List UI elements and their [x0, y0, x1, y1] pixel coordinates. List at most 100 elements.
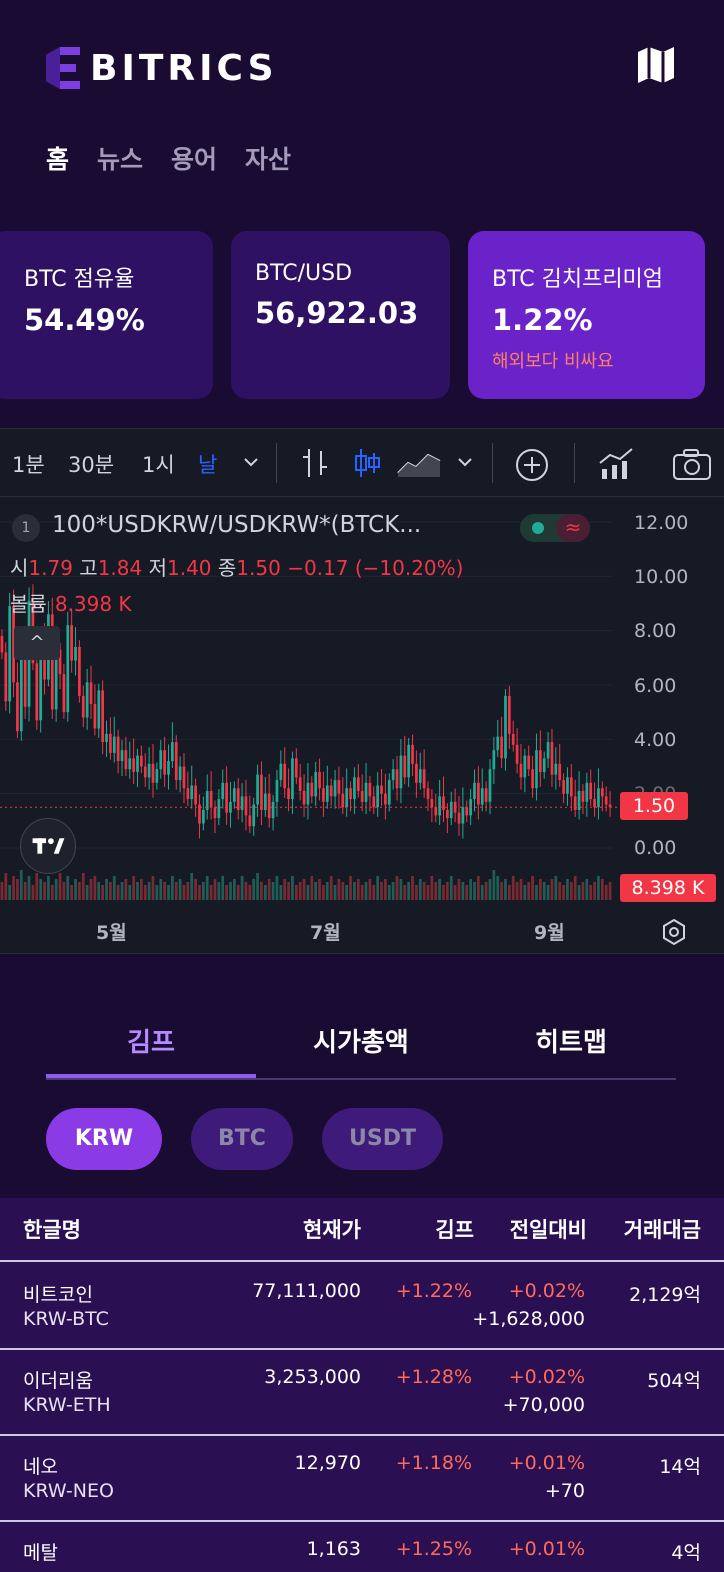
volume-bar [155, 885, 159, 900]
candle-body [163, 750, 166, 775]
col-volume[interactable]: 거래대금 [623, 1218, 701, 1242]
volume-bar [306, 885, 310, 900]
card-kimchi-premium[interactable]: BTC 김치프리미엄 1.22% 해외보다 비싸요 [468, 231, 705, 399]
chart-settings-icon[interactable] [660, 918, 688, 946]
candle-body [333, 780, 337, 797]
chevron-down-icon[interactable] [456, 455, 474, 469]
coin-kimp: +1.25% [395, 1538, 472, 1560]
candle-body [600, 788, 604, 797]
col-change[interactable]: 전일대비 [509, 1218, 587, 1242]
add-indicator-icon[interactable] [514, 447, 550, 483]
candle-body [399, 755, 403, 789]
volume-bar [538, 879, 542, 900]
tab-market-cap[interactable]: 시가총액 [313, 1028, 409, 1058]
candlestick-type-icon[interactable] [352, 447, 382, 479]
collapse-legend-button[interactable]: ^ [14, 626, 60, 660]
candle-body [422, 769, 426, 789]
volume-bar [550, 879, 554, 900]
volume-bar [604, 885, 608, 900]
volume-bar [438, 879, 441, 900]
candle-body [283, 763, 287, 789]
timeframe-1h[interactable]: 1시 [142, 453, 175, 477]
volume-bar [294, 885, 298, 900]
candle-body [527, 755, 531, 770]
chart-plot-area[interactable]: 1 100*USDKRW/USDKRW*(BTCK... ≈ 시1.79 고1.… [0, 498, 724, 908]
symbol-title[interactable]: 100*USDKRW/USDKRW*(BTCK... [52, 512, 422, 538]
coin-volume: 504억 [647, 1370, 701, 1392]
tab-heatmap[interactable]: 히트맵 [535, 1028, 607, 1058]
card-note: 해외보다 비싸요 [492, 351, 614, 372]
volume-label: 볼륨 [10, 592, 47, 616]
volume-bar [267, 879, 271, 900]
chevron-down-icon[interactable] [242, 455, 260, 469]
volume-bar [171, 876, 174, 900]
nav-tab-news[interactable]: 뉴스 [97, 145, 144, 174]
candle-body [124, 750, 128, 770]
coin-change-abs: +70,000 [502, 1394, 585, 1416]
card-value: 54.49% [24, 303, 145, 337]
timeframe-30m[interactable]: 30분 [68, 453, 115, 477]
card-btc-dominance[interactable]: BTC 점유율 54.49% [0, 231, 213, 399]
volume-bar [54, 879, 58, 900]
timeframe-day[interactable]: 날 [198, 453, 218, 477]
volume-bar [519, 879, 523, 900]
tradingview-logo-icon[interactable] [20, 818, 76, 874]
pill-krw[interactable]: KRW [46, 1108, 162, 1170]
coin-change: +0.02% [508, 1366, 585, 1388]
candle-body [302, 790, 306, 805]
nav-tab-assets[interactable]: 자산 [245, 145, 292, 174]
volume-bar [488, 879, 492, 900]
indicators-icon[interactable] [598, 447, 634, 481]
col-kimp[interactable]: 김프 [435, 1218, 474, 1242]
timeframe-1m[interactable]: 1분 [12, 453, 45, 477]
table-row[interactable]: 네오 KRW-NEO 12,970 +1.18% +0.01% +70 14억 [0, 1436, 724, 1522]
volume-bar [85, 885, 89, 900]
candle-body [105, 733, 108, 743]
table-row[interactable]: 비트코인 KRW-BTC 77,111,000 +1.22% +0.02% +1… [0, 1264, 724, 1350]
area-chart-type-icon[interactable] [396, 447, 442, 479]
bar-chart-type-icon[interactable] [300, 447, 330, 479]
table-row[interactable]: 메탈 1,163 +1.25% +0.01% 4억 [0, 1522, 724, 1572]
camera-icon[interactable] [672, 447, 712, 481]
map-icon[interactable] [636, 46, 676, 84]
brand-logo[interactable]: BITRICS [46, 46, 278, 90]
candle-body [182, 766, 186, 789]
candle-body [604, 796, 608, 805]
candle-body [256, 774, 259, 805]
candle-body [54, 649, 58, 710]
volume-bar [198, 885, 201, 900]
candle-body [380, 785, 383, 794]
candle-body [345, 788, 349, 808]
coin-kimp: +1.22% [395, 1280, 472, 1302]
col-name[interactable]: 한글명 [23, 1218, 81, 1242]
table-row[interactable]: 이더리움 KRW-ETH 3,253,000 +1.28% +0.02% +70… [0, 1350, 724, 1436]
nav-tab-terms[interactable]: 용어 [171, 145, 218, 174]
candle-body [577, 790, 581, 810]
y-tick-label: 6.00 [634, 675, 677, 697]
coin-change-abs: +1,628,000 [472, 1308, 585, 1330]
tab-kimchi-premium[interactable]: 김프 [127, 1028, 175, 1058]
volume-bar [566, 879, 569, 900]
candle-body [159, 750, 163, 770]
market-status-pill[interactable]: ≈ [520, 514, 590, 542]
nav-tab-home[interactable]: 홈 [46, 145, 70, 174]
card-label: BTC 점유율 [24, 267, 135, 292]
chart-toolbar: 1분 30분 1시 날 [0, 429, 724, 497]
col-price[interactable]: 현재가 [303, 1218, 361, 1242]
volume-bar [364, 882, 368, 900]
card-btc-usd[interactable]: BTC/USD 56,922.03 [231, 231, 450, 399]
pill-btc[interactable]: BTC [191, 1108, 293, 1170]
candle-body [147, 763, 151, 778]
candle-body [155, 769, 159, 783]
volume-bar [535, 885, 538, 900]
volume-bar [422, 882, 426, 900]
candle-body [50, 614, 54, 710]
candle-body [101, 690, 105, 743]
volume-bar [248, 885, 252, 900]
candle-body [434, 807, 438, 816]
open-value: 1.79 [28, 556, 73, 580]
volume-bar [542, 882, 546, 900]
volume-bar [186, 882, 190, 900]
volume-bar [585, 879, 589, 900]
pill-usdt[interactable]: USDT [322, 1108, 443, 1170]
